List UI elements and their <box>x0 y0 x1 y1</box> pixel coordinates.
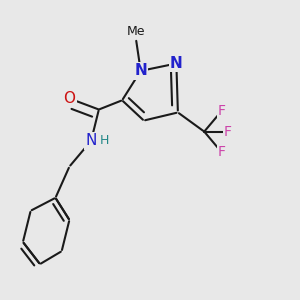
Text: Me: Me <box>127 25 145 38</box>
Text: F: F <box>217 104 225 118</box>
Text: O: O <box>63 91 75 106</box>
Text: N: N <box>170 56 183 71</box>
Text: N: N <box>85 133 97 148</box>
Text: H: H <box>100 134 109 147</box>
Text: F: F <box>224 124 232 139</box>
Text: N: N <box>134 63 147 78</box>
Text: F: F <box>217 145 225 159</box>
